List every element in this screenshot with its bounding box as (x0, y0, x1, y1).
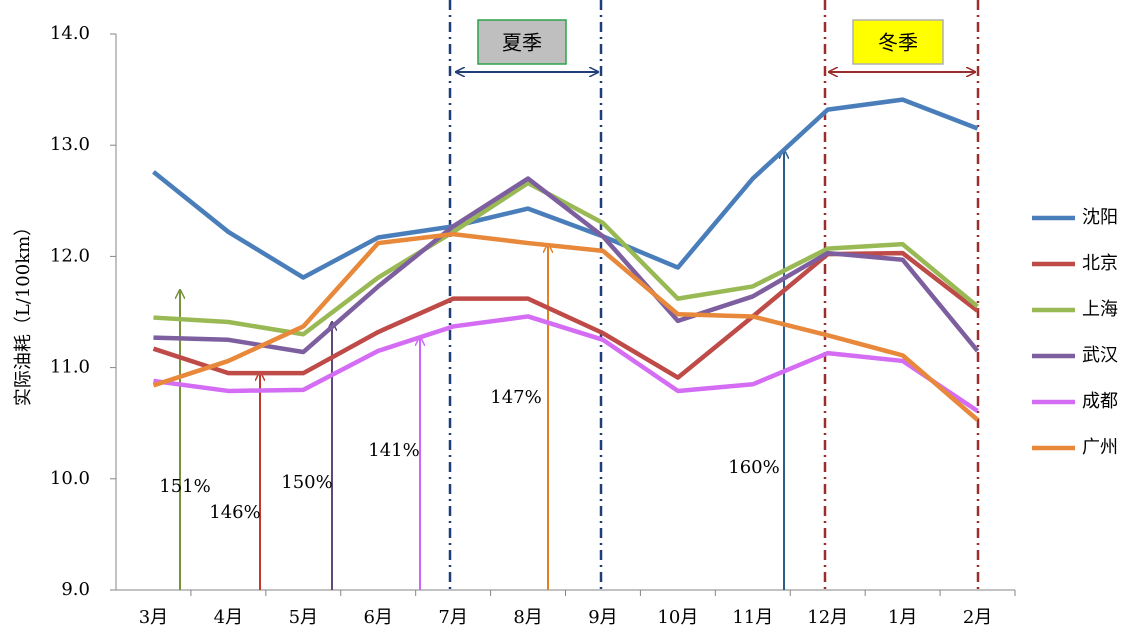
series-line (153, 176, 980, 355)
y-tick-label: 13.0 (50, 134, 90, 155)
y-tick-label: 10.0 (50, 468, 90, 489)
legend-label: 沈阳 (1082, 207, 1118, 228)
x-tick-label: 4月 (214, 607, 243, 628)
legend-label: 北京 (1082, 253, 1118, 274)
season-box (477, 19, 567, 65)
annotation: 146% (209, 502, 260, 523)
y-tick-label: 9.0 (61, 579, 90, 600)
x-tick-label: 8月 (513, 607, 542, 628)
season-box (852, 19, 944, 65)
x-tick-label: 5月 (289, 607, 318, 628)
series-line (152, 231, 980, 422)
annotation: 147% (490, 387, 541, 408)
series-line (153, 314, 979, 413)
annotation: 151% (159, 476, 210, 497)
x-tick-label: 12月 (807, 607, 848, 628)
y-tick-label: 14.0 (50, 23, 90, 44)
x-tick-label: 10月 (657, 607, 698, 628)
x-tick-label: 6月 (363, 607, 392, 628)
x-tick-label: 11月 (732, 607, 773, 628)
x-tick-label: 1月 (888, 607, 917, 628)
y-axis-label: 实际油耗（L/100km） (13, 218, 34, 406)
series-line (152, 250, 979, 380)
x-tick-label: 9月 (588, 607, 617, 628)
y-tick-label: 12.0 (50, 245, 90, 266)
series-line (152, 97, 979, 280)
y-tick-label: 11.0 (50, 357, 90, 378)
x-tick-label: 3月 (139, 607, 168, 628)
legend-label: 上海 (1082, 299, 1118, 320)
x-tick-label: 7月 (438, 607, 467, 628)
annotation: 150% (281, 472, 332, 493)
legend-label: 成都 (1082, 391, 1118, 412)
legend-label: 武汉 (1082, 345, 1118, 366)
season-label: 夏季 (502, 31, 542, 55)
x-tick-label: 2月 (963, 607, 992, 628)
legend-label: 广州 (1082, 437, 1118, 458)
season-label: 冬季 (878, 31, 918, 55)
annotation: 141% (368, 440, 419, 461)
annotation: 160% (728, 457, 779, 478)
